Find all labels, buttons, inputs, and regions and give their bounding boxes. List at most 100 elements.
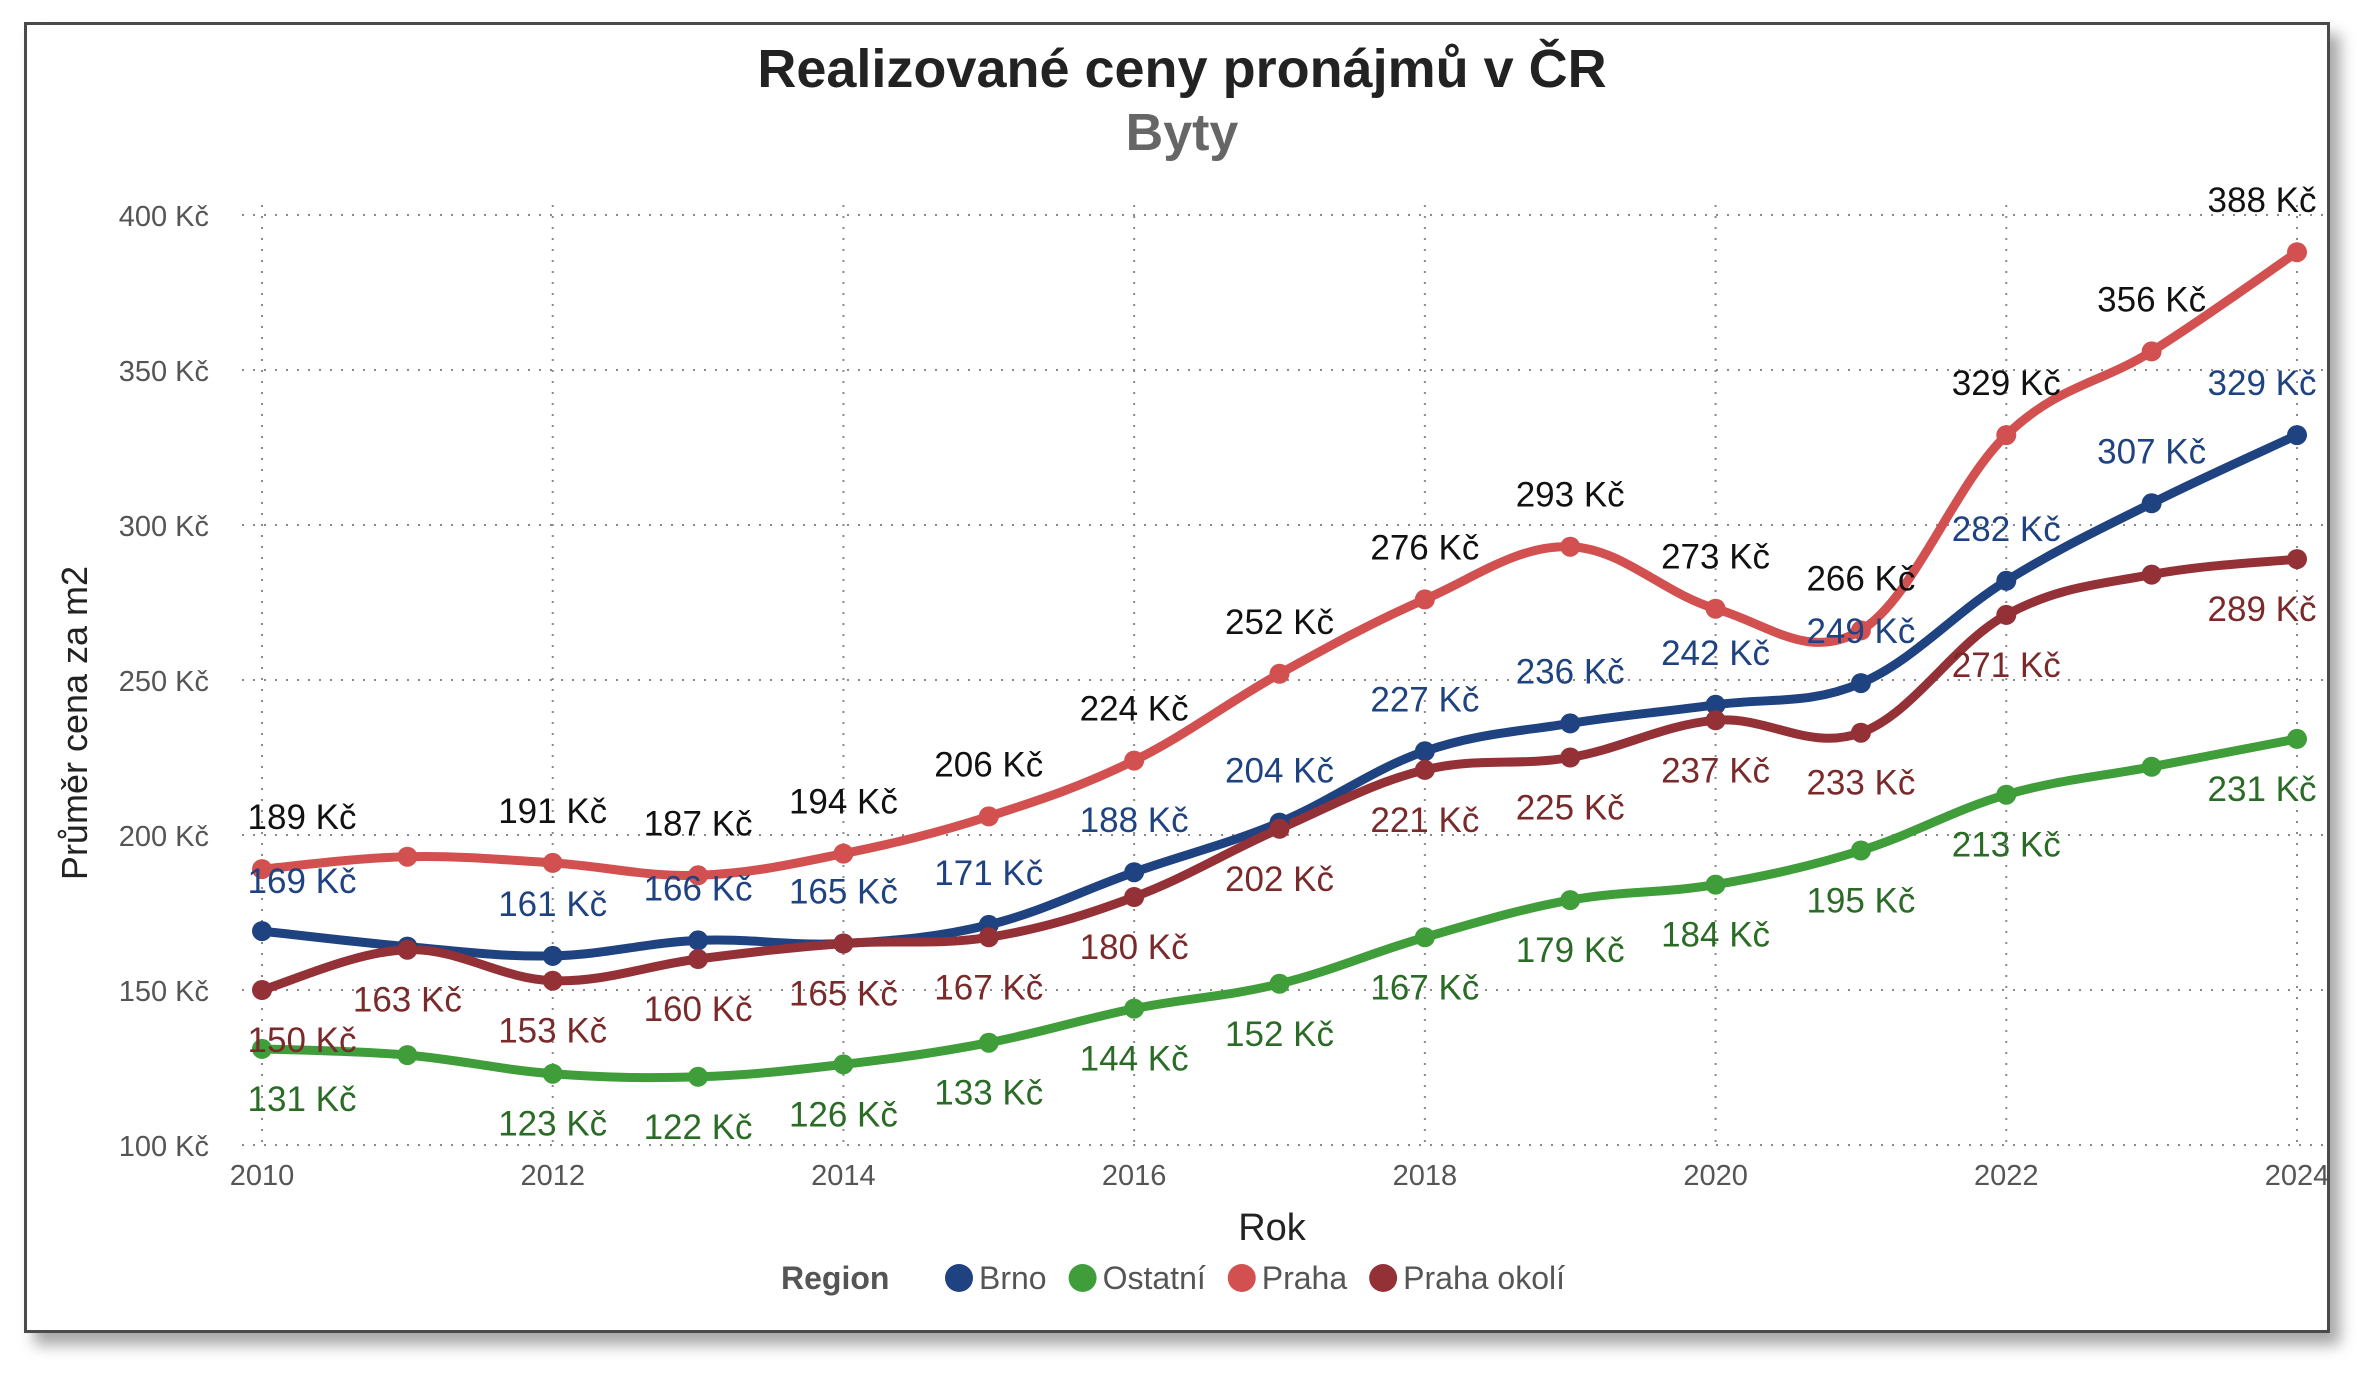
data-point-ostatn- (252, 1038, 272, 1059)
data-point-praha-okol- (1414, 759, 1435, 780)
data-label-praha-okol-: 163 Kč (353, 981, 462, 1020)
x-tick-label: 2020 (1683, 1160, 1748, 1192)
data-point-praha-okol- (978, 927, 999, 948)
data-point-praha (2141, 341, 2162, 362)
data-label-praha: 329 Kč (1952, 364, 2061, 403)
y-axis-ticks: 100 Kč 150 Kč 200 Kč 250 Kč 300 Kč 350 Kč 400 … (119, 201, 209, 1163)
data-point-praha-okol- (1560, 747, 1581, 768)
data-point-praha (1560, 536, 1581, 557)
data-label-praha-okol-: 221 Kč (1370, 801, 1479, 840)
data-label-praha: 194 Kč (789, 783, 898, 822)
legend-item-praha: Praha (1262, 1260, 1348, 1296)
y-tick-label: 200 Kč (119, 821, 209, 853)
data-point-brno (2141, 493, 2162, 514)
data-point-praha-okol- (2141, 564, 2162, 585)
data-point-ostatn- (1414, 927, 1435, 948)
data-label-praha-okol-: 271 Kč (1952, 646, 2061, 685)
data-label-praha-okol-: 225 Kč (1516, 789, 1625, 828)
legend-item-ostatn-: Ostatní (1103, 1260, 1206, 1296)
data-point-praha-okol- (1705, 710, 1726, 731)
data-point-praha (542, 852, 563, 873)
data-point-brno (1705, 694, 1726, 715)
data-point-praha (2287, 242, 2307, 263)
y-tick-label: 100 Kč (119, 1131, 209, 1163)
chart-subtitle: Byty (1126, 104, 1239, 162)
data-point-praha (688, 865, 709, 886)
chart-title: Realizované ceny pronájmů v ČR (757, 38, 1606, 99)
data-point-praha-okol- (1996, 604, 2017, 625)
data-label-praha-okol-: 153 Kč (498, 1012, 607, 1051)
data-label-brno: 169 Kč (248, 862, 357, 901)
data-label-brno: 282 Kč (1952, 510, 2061, 549)
y-tick-label: 250 Kč (119, 666, 209, 698)
data-point-praha (397, 846, 418, 867)
data-label-brno: 161 Kč (498, 885, 607, 924)
data-label-brno: 242 Kč (1661, 634, 1770, 673)
data-label-praha-okol-: 237 Kč (1661, 751, 1770, 790)
data-point-praha-okol- (397, 939, 418, 960)
x-tick-label: 2018 (1393, 1160, 1458, 1192)
data-point-brno (1414, 741, 1435, 762)
data-point-ostatn- (542, 1063, 563, 1084)
data-point-praha (1850, 620, 1871, 641)
legend-item-praha-okol-: Praha okolí (1403, 1260, 1565, 1296)
data-point-praha-okol- (833, 933, 854, 954)
data-point-brno (688, 930, 709, 951)
x-tick-label: 2024 (2265, 1160, 2327, 1192)
x-tick-label: 2014 (811, 1160, 876, 1192)
data-point-praha (978, 806, 999, 827)
data-point-praha-okol- (1850, 722, 1871, 743)
data-label-ostatn-: 179 Kč (1516, 931, 1625, 970)
data-label-ostatn-: 167 Kč (1370, 968, 1479, 1007)
y-tick-label: 400 Kč (119, 201, 209, 233)
series-line-praha (257, 247, 2302, 880)
data-label-brno: 204 Kč (1225, 752, 1334, 791)
data-label-ostatn-: 122 Kč (644, 1108, 753, 1147)
data-point-praha-okol- (1269, 818, 1290, 839)
data-label-praha-okol-: 150 Kč (248, 1021, 357, 1060)
series-points (252, 242, 2307, 1087)
data-label-praha: 191 Kč (498, 792, 607, 831)
data-label-praha-okol-: 160 Kč (644, 990, 753, 1029)
data-point-brno (542, 945, 563, 966)
data-point-ostatn- (1850, 840, 1871, 861)
line-chart: Realizované ceny pronájmů v ČR Byty Prům… (54, 38, 2327, 1296)
y-tick-label: 300 Kč (119, 511, 209, 543)
data-label-praha: 356 Kč (2097, 280, 2206, 319)
data-label-ostatn-: 231 Kč (2208, 770, 2317, 809)
data-point-ostatn- (1705, 874, 1726, 895)
data-point-ostatn- (1269, 973, 1290, 994)
data-point-praha-okol- (2287, 549, 2307, 570)
x-tick-label: 2016 (1102, 1160, 1167, 1192)
data-label-praha-okol-: 202 Kč (1225, 860, 1334, 899)
data-label-praha: 187 Kč (644, 804, 753, 843)
legend-marker-praha (1227, 1264, 1256, 1292)
legend-title: Region (781, 1260, 889, 1296)
data-label-praha: 266 Kč (1806, 559, 1915, 598)
data-point-brno (1850, 673, 1871, 694)
data-point-ostatn- (1124, 998, 1145, 1019)
data-label-praha-okol-: 289 Kč (2208, 590, 2317, 629)
data-label-ostatn-: 131 Kč (248, 1080, 357, 1119)
legend: Region Brno Ostatní Praha Praha okolí (781, 1260, 1565, 1296)
legend-item-brno: Brno (979, 1260, 1047, 1296)
data-label-ostatn-: 152 Kč (1225, 1015, 1334, 1054)
data-label-ostatn-: 133 Kč (934, 1074, 1043, 1113)
data-point-brno (2287, 425, 2307, 446)
data-label-brno: 249 Kč (1806, 612, 1915, 651)
data-label-ostatn-: 144 Kč (1080, 1040, 1189, 1079)
data-labels: 169 Kč 161 Kč 166 Kč 165 Kč 171 Kč 188 Kč 204 … (248, 181, 2317, 1147)
x-tick-label: 2012 (520, 1160, 585, 1192)
data-label-brno: 236 Kč (1516, 652, 1625, 691)
data-point-praha-okol- (252, 980, 272, 1000)
data-label-ostatn-: 213 Kč (1952, 826, 2061, 865)
data-label-praha-okol-: 165 Kč (789, 975, 898, 1014)
legend-marker-ostatn- (1068, 1264, 1097, 1292)
y-tick-label: 150 Kč (119, 976, 209, 1008)
data-label-praha: 224 Kč (1080, 690, 1189, 729)
data-point-ostatn- (833, 1054, 854, 1075)
data-point-praha-okol- (542, 970, 563, 991)
data-label-praha-okol-: 167 Kč (934, 968, 1043, 1007)
data-point-brno (1560, 713, 1581, 734)
data-point-ostatn- (397, 1045, 418, 1066)
